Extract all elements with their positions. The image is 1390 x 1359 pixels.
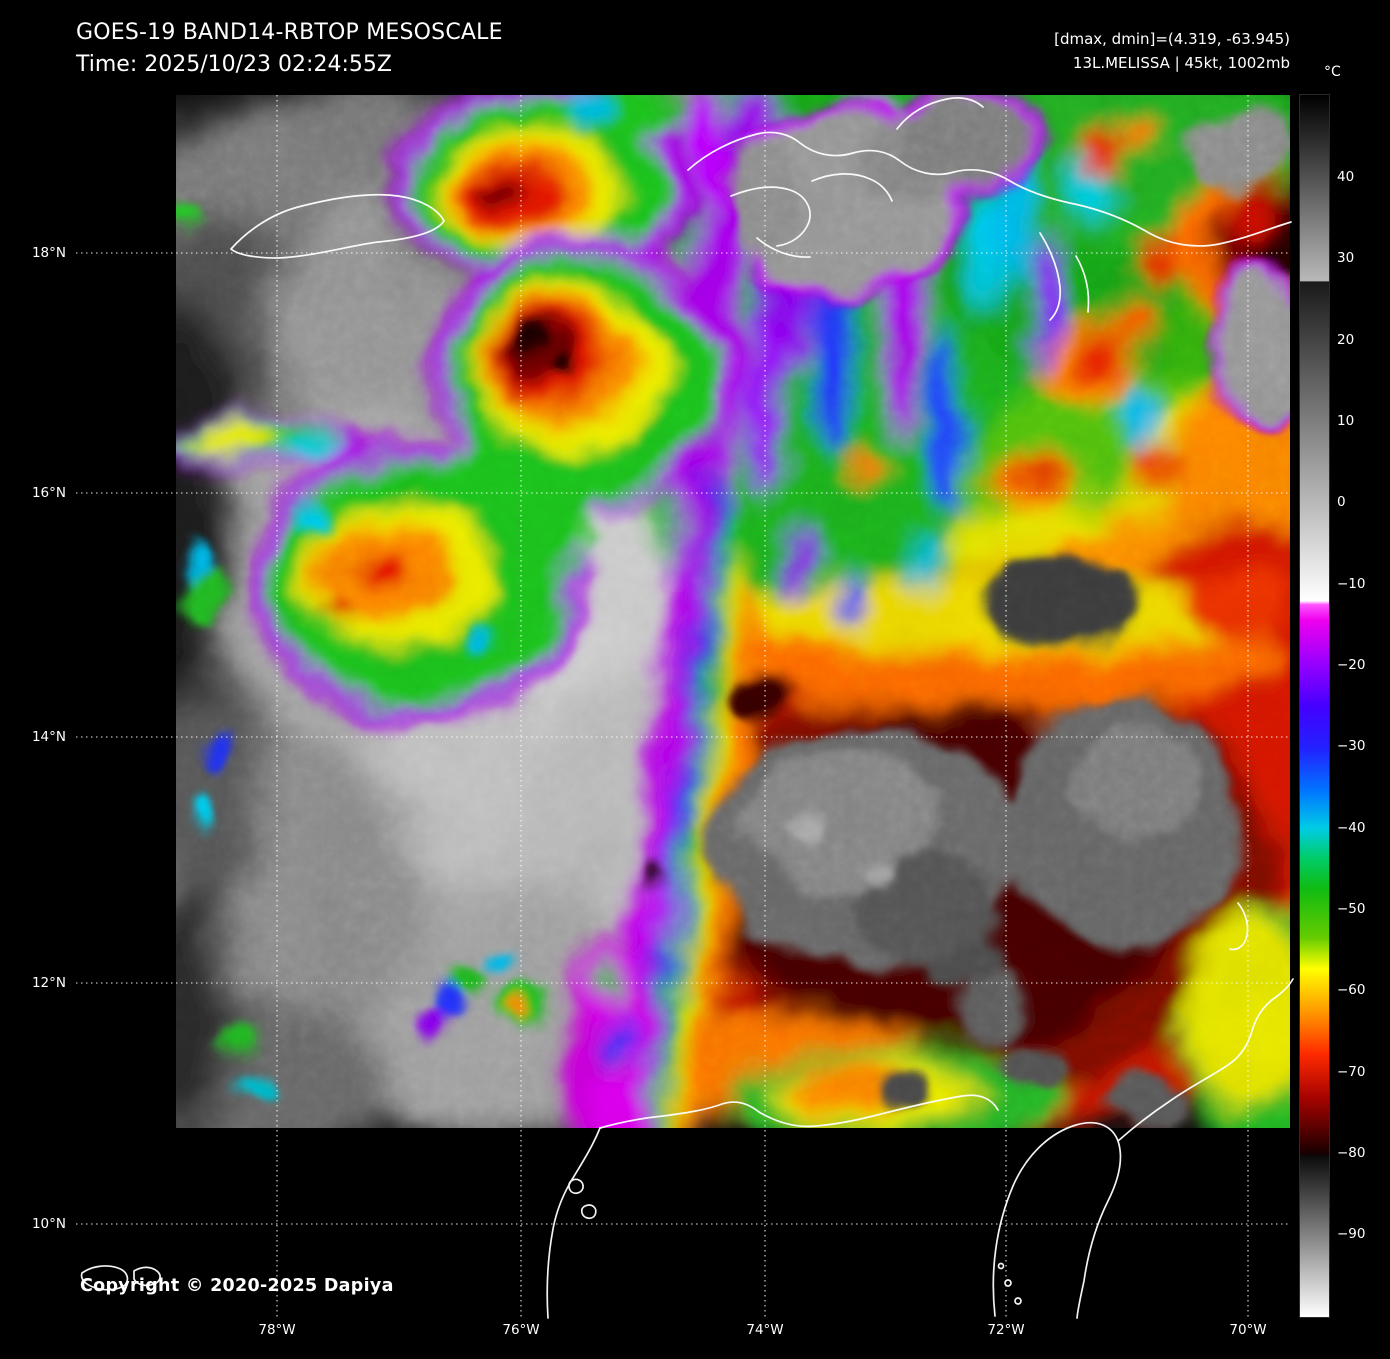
- colorbar-tick: 20: [1337, 332, 1355, 348]
- lat-label: 18°N: [31, 245, 66, 261]
- colorbar-tick: 30: [1337, 250, 1355, 266]
- colorbar-tick: 40: [1337, 169, 1355, 185]
- colorbar-tick: −20: [1337, 657, 1366, 673]
- lon-label: 70°W: [1229, 1322, 1267, 1338]
- colorbar-tick: −70: [1337, 1064, 1366, 1080]
- colorbar-gradient: [1299, 94, 1330, 1318]
- storm-status: 13L.MELISSA | 45kt, 1002mb: [1072, 54, 1290, 72]
- colorbar-tick: −30: [1337, 738, 1366, 754]
- dmax-dmin-readout: [dmax, dmin]=(4.319, -63.945): [1054, 30, 1290, 48]
- colorbar-tick: −60: [1337, 982, 1366, 998]
- latlon-grid: [76, 95, 1290, 1317]
- page-title: GOES-19 BAND14-RBTOP MESOSCALE: [76, 20, 503, 45]
- lat-label: 12°N: [31, 975, 66, 991]
- colorbar-tick: −90: [1337, 1226, 1366, 1242]
- colorbar-tick: −40: [1337, 820, 1366, 836]
- colorbar-tick: −80: [1337, 1145, 1366, 1161]
- lon-label: 72°W: [987, 1322, 1025, 1338]
- colorbar-tick: 0: [1337, 494, 1346, 510]
- lat-label: 16°N: [31, 485, 66, 501]
- lat-label: 10°N: [31, 1216, 66, 1232]
- lon-label: 76°W: [502, 1322, 540, 1338]
- lat-label: 14°N: [31, 729, 66, 745]
- satellite-imagery: [176, 95, 1290, 1128]
- colorbar-tick: 10: [1337, 413, 1355, 429]
- colorbar-tick: −10: [1337, 576, 1366, 592]
- colorbar-unit: °C: [1324, 64, 1341, 80]
- coastline-overlay: [80, 97, 1294, 1319]
- lon-label: 78°W: [258, 1322, 296, 1338]
- colorbar-tick: −50: [1337, 901, 1366, 917]
- timestamp: Time: 2025/10/23 02:24:55Z: [76, 52, 392, 77]
- copyright-text: Copyright © 2020-2025 Dapiya: [80, 1276, 394, 1296]
- lon-label: 74°W: [746, 1322, 784, 1338]
